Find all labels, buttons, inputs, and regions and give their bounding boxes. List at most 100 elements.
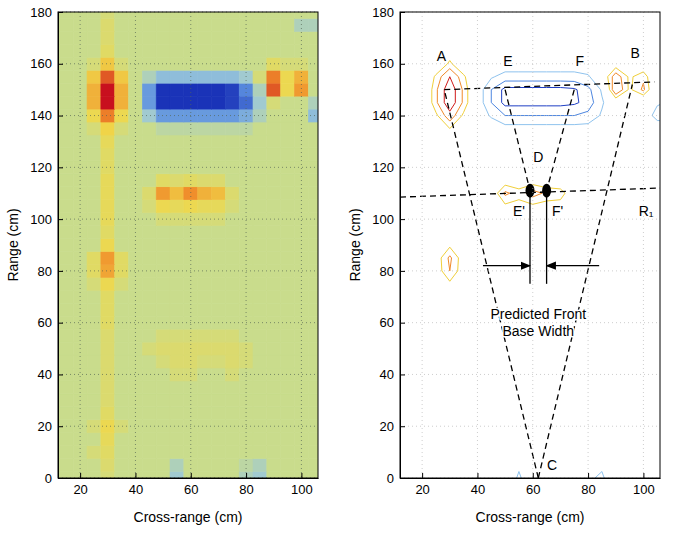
heatmap-cell	[129, 200, 143, 213]
annotation-label: R₁	[639, 203, 654, 219]
heatmap-cell	[184, 44, 198, 57]
heatmap-cell	[198, 394, 212, 407]
heatmap-cell	[142, 200, 156, 213]
heatmap-cell	[225, 187, 239, 200]
heatmap-cell	[87, 122, 101, 135]
heatmap-cell	[170, 213, 184, 226]
heatmap-cell	[225, 239, 239, 252]
heatmap-cell	[73, 83, 87, 96]
heatmap-cell	[142, 122, 156, 135]
heatmap-cell	[170, 407, 184, 420]
heatmap-cell	[239, 83, 253, 96]
heatmap-cell	[225, 251, 239, 264]
heatmap-cell	[87, 200, 101, 213]
heatmap-cell	[308, 57, 318, 70]
heatmap-cell	[170, 368, 184, 381]
x-tick-mark	[477, 473, 478, 478]
heatmap-cell	[142, 83, 156, 96]
heatmap-cell	[253, 251, 267, 264]
heatmap-cell	[170, 57, 184, 70]
heatmap-cell	[87, 472, 101, 478]
heatmap-cell	[281, 433, 295, 446]
y-tick: 140	[30, 108, 63, 123]
heatmap-cell	[308, 96, 318, 109]
annotation-label: F	[576, 53, 585, 69]
heatmap-cell	[142, 251, 156, 264]
y-tick-label: 100	[30, 212, 52, 227]
y-tick-label: 180	[30, 5, 52, 20]
heatmap-cell	[225, 277, 239, 290]
x-tick: 100	[291, 473, 313, 497]
heatmap-cell	[212, 135, 226, 148]
heatmap-cell	[87, 446, 101, 459]
x-tick: 20	[415, 473, 429, 497]
heatmap-cell	[170, 264, 184, 277]
heatmap-cell	[101, 187, 115, 200]
heatmap-cell	[156, 187, 170, 200]
heatmap-cell	[239, 433, 253, 446]
heatmap-cell	[59, 226, 73, 239]
heatmap-cell	[253, 433, 267, 446]
heatmap-cell	[281, 70, 295, 83]
heatmap-cell	[308, 407, 318, 420]
heatmap-cell	[294, 303, 308, 316]
heatmap-cell	[225, 174, 239, 187]
y-tick-mark	[400, 116, 405, 117]
y-tick: 160	[30, 56, 63, 71]
heatmap-cell	[170, 96, 184, 109]
heatmap-cell	[170, 290, 184, 303]
heatmap-cell	[198, 303, 212, 316]
y-axis-title: Range (cm)	[347, 208, 363, 281]
heatmap-cell	[115, 303, 129, 316]
heatmap-cell	[239, 200, 253, 213]
heatmap-cell	[212, 459, 226, 472]
heatmap-cell	[142, 135, 156, 148]
heatmap-cell	[225, 200, 239, 213]
heatmap-cell	[101, 277, 115, 290]
heatmap-cell	[281, 355, 295, 368]
heatmap-cell	[198, 161, 212, 174]
heatmap-cell	[267, 187, 281, 200]
heatmap-cell	[267, 12, 281, 18]
heatmap-cell	[115, 70, 129, 83]
heatmap-cell	[156, 174, 170, 187]
heatmap-cell	[170, 226, 184, 239]
heatmap-cell	[212, 277, 226, 290]
heatmap-cell	[101, 200, 115, 213]
grid-line-y	[58, 374, 318, 375]
heatmap-cell	[198, 420, 212, 433]
heatmap-cell	[225, 420, 239, 433]
heatmap-cell	[87, 381, 101, 394]
heatmap-cell	[170, 342, 184, 355]
heatmap-cell	[308, 446, 318, 459]
heatmap-cell	[225, 83, 239, 96]
heatmap-cell	[212, 407, 226, 420]
heatmap-cell	[281, 12, 295, 18]
y-tick-label: 140	[372, 108, 394, 123]
x-axis-line	[401, 478, 661, 479]
heatmap-cell	[87, 394, 101, 407]
heatmap-cell	[170, 31, 184, 44]
heatmap-cell	[101, 446, 115, 459]
heatmap-cell	[294, 96, 308, 109]
heatmap-cell	[73, 31, 87, 44]
heatmap-cell	[115, 342, 129, 355]
heatmap-cell	[156, 290, 170, 303]
heatmap-cell	[73, 264, 87, 277]
heatmap-cell	[142, 148, 156, 161]
heatmap-cell	[294, 44, 308, 57]
heatmap-cell	[198, 200, 212, 213]
heatmap-cell	[198, 57, 212, 70]
heatmap-cell	[253, 226, 267, 239]
x-tick: 100	[633, 473, 655, 497]
y-tick-label: 0	[45, 471, 52, 486]
heatmap-cell	[281, 472, 295, 478]
heatmap-cell	[253, 459, 267, 472]
heatmap-cell	[212, 433, 226, 446]
heatmap-cell	[308, 459, 318, 472]
heatmap-cell	[212, 381, 226, 394]
x-tick-label: 100	[291, 482, 313, 497]
x-tick-label: 40	[129, 482, 143, 497]
heatmap-cell	[225, 12, 239, 18]
heatmap-cell	[142, 70, 156, 83]
